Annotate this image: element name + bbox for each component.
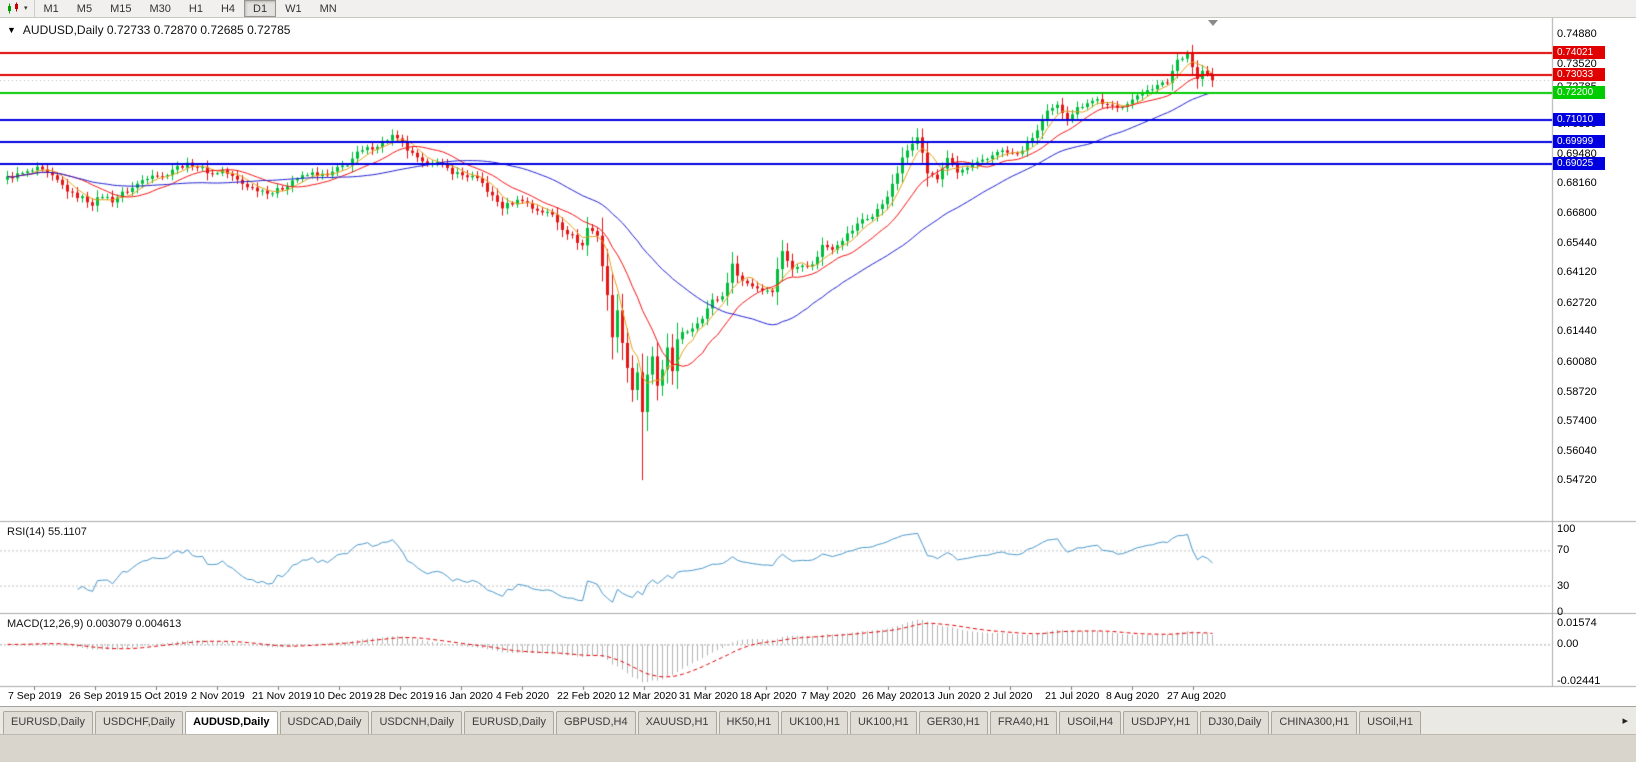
tab-scroll-right-icon[interactable]: ▸ <box>1622 715 1628 727</box>
chart-tab-gbpusd-h4[interactable]: GBPUSD,H4 <box>556 711 636 734</box>
chart-tab-usdjpy-h1[interactable]: USDJPY,H1 <box>1123 711 1199 734</box>
price-axis-label: 0.69480 <box>1557 147 1597 160</box>
price-axis-label: 0.54720 <box>1557 474 1597 487</box>
chart-tab-ger30-h1[interactable]: GER30,H1 <box>918 711 988 734</box>
date-axis-label: 15 Oct 2019 <box>130 690 188 702</box>
date-axis-label: 27 Aug 2020 <box>1167 690 1226 702</box>
price-line-badge: 0.72200 <box>1553 86 1605 100</box>
price-line-badge: 0.69999 <box>1553 135 1605 149</box>
chart-shift-marker-icon <box>1208 20 1218 26</box>
price-line-badge: 0.71010 <box>1553 112 1605 126</box>
chart-type-dropdown[interactable]: ▾ <box>0 0 35 17</box>
timeframe-button-mn[interactable]: MN <box>319 2 337 15</box>
rsi-axis-label: 0 <box>1557 606 1564 618</box>
chart-title-text: AUDUSD,Daily 0.72733 0.72870 0.72685 0.7… <box>22 23 291 37</box>
price-axis-label: 0.57400 <box>1557 414 1597 427</box>
chart-tab-usoil-h4[interactable]: USOil,H4 <box>1059 711 1122 734</box>
date-axis-label: 21 Jul 2020 <box>1045 690 1100 702</box>
date-axis-label: 31 Mar 2020 <box>679 690 738 702</box>
price-axis-label: 0.74880 <box>1557 28 1597 41</box>
chart-tab-eurusd-daily[interactable]: EURUSD,Daily <box>3 711 93 734</box>
chart-area: ▼ AUDUSD,Daily 0.72733 0.72870 0.72685 0… <box>0 18 1636 706</box>
macd-axis-label: -0.02441 <box>1557 675 1601 687</box>
price-axis-label: 0.64120 <box>1557 266 1597 279</box>
price-axis-label: 0.65440 <box>1557 236 1597 249</box>
chart-canvas[interactable] <box>0 18 1636 706</box>
timeframe-button-m5[interactable]: M5 <box>76 2 93 15</box>
chevron-down-icon: ▾ <box>24 5 28 12</box>
price-line-badge: 0.73033 <box>1553 67 1605 81</box>
timeframe-button-h1[interactable]: H1 <box>188 2 203 15</box>
rsi-axis-label: 100 <box>1557 523 1576 535</box>
chart-menu-arrow-icon[interactable]: ▼ <box>7 25 16 35</box>
timeframe-toolbar: ▾ M1 M5 M15 M30 H1 H4 D1 W1 MN <box>0 0 1636 18</box>
chart-tab-xauusd-h1[interactable]: XAUUSD,H1 <box>637 711 717 734</box>
date-axis-label: 26 Sep 2019 <box>69 690 129 702</box>
chart-tab-eurusd-daily[interactable]: EURUSD,Daily <box>464 711 554 734</box>
chart-tab-hk50-h1[interactable]: HK50,H1 <box>718 711 780 734</box>
date-axis-label: 16 Jan 2020 <box>435 690 493 702</box>
chart-tab-china300-h1[interactable]: CHINA300,H1 <box>1271 711 1358 734</box>
timeframe-button-m30[interactable]: M30 <box>149 2 171 15</box>
rsi-axis-label: 70 <box>1557 544 1570 557</box>
chart-tab-usdchf-daily[interactable]: USDCHF,Daily <box>94 711 184 734</box>
price-line-badge: 0.69025 <box>1553 156 1605 170</box>
price-axis-label: 0.62720 <box>1557 297 1597 310</box>
price-axis-label: 0.68160 <box>1557 176 1597 189</box>
date-axis-label: 7 May 2020 <box>801 690 856 702</box>
rsi-label: RSI(14) 55.1107 <box>7 526 87 538</box>
price-axis-label: 0.61440 <box>1557 325 1597 338</box>
chart-tabs: EURUSD,Daily USDCHF,Daily AUDUSD,Daily USDC… <box>3 711 1423 734</box>
price-axis-label: 0.56040 <box>1557 444 1597 457</box>
timeframe-button-h4[interactable]: H4 <box>220 2 236 15</box>
date-axis-label: 21 Nov 2019 <box>252 690 312 702</box>
date-axis-label: 12 Mar 2020 <box>618 690 677 702</box>
timeframe-buttons: M1 M5 M15 M30 H1 H4 D1 W1 MN <box>35 0 346 17</box>
date-axis-label: 8 Aug 2020 <box>1106 690 1160 702</box>
price-axis-label: 0.73520 <box>1557 58 1597 71</box>
price-axis-label: 0.60080 <box>1557 355 1597 368</box>
chart-tab-uk100-h1[interactable]: UK100,H1 <box>781 711 848 734</box>
price-axis-label: 0.58720 <box>1557 385 1597 398</box>
bottom-strip <box>0 734 1636 762</box>
timeframe-button-d1[interactable]: D1 <box>244 0 277 17</box>
chart-tab-bar: EURUSD,Daily USDCHF,Daily AUDUSD,Daily USDC… <box>0 706 1636 734</box>
rsi-axis-label: 30 <box>1557 579 1570 592</box>
candlestick-chart-icon <box>8 2 18 14</box>
chart-tab-fra40-h1[interactable]: FRA40,H1 <box>989 711 1058 734</box>
chart-tab-audusd-daily[interactable]: AUDUSD,Daily <box>185 711 278 734</box>
date-axis-label: 28 Dec 2019 <box>374 690 434 702</box>
chart-title: ▼ AUDUSD,Daily 0.72733 0.72870 0.72685 0… <box>7 23 290 37</box>
date-axis-label: 7 Sep 2019 <box>8 690 62 702</box>
macd-axis-label: 0.00 <box>1557 638 1579 651</box>
date-axis-label: 13 Jun 2020 <box>923 690 981 702</box>
date-axis-label: 4 Feb 2020 <box>496 690 550 702</box>
chart-tab-dj30-daily[interactable]: DJ30,Daily <box>1200 711 1270 734</box>
price-axis-label: 0.66800 <box>1557 206 1597 219</box>
timeframe-button-m15[interactable]: M15 <box>110 2 132 15</box>
timeframe-button-w1[interactable]: W1 <box>285 2 302 15</box>
timeframe-button-m1[interactable]: M1 <box>43 2 59 15</box>
chart-tab-usdcnh-daily[interactable]: USDCNH,Daily <box>371 711 463 734</box>
date-axis-label: 10 Dec 2019 <box>313 690 373 702</box>
date-axis-label: 22 Feb 2020 <box>557 690 616 702</box>
date-axis-label: 2 Jul 2020 <box>984 690 1033 702</box>
chart-tab-uk100-h1[interactable]: UK100,H1 <box>849 711 917 734</box>
macd-label: MACD(12,26,9) 0.003079 0.004613 <box>7 618 182 630</box>
date-axis-label: 2 Nov 2019 <box>191 690 245 702</box>
date-axis-label: 18 Apr 2020 <box>740 690 797 702</box>
macd-axis-label: 0.01574 <box>1557 617 1597 629</box>
date-axis-label: 26 May 2020 <box>862 690 923 702</box>
price-line-badge: 0.74021 <box>1553 46 1605 60</box>
chart-tab-usdcad-daily[interactable]: USDCAD,Daily <box>279 711 370 734</box>
chart-tab-usoil-h1[interactable]: USOil,H1 <box>1359 711 1421 734</box>
